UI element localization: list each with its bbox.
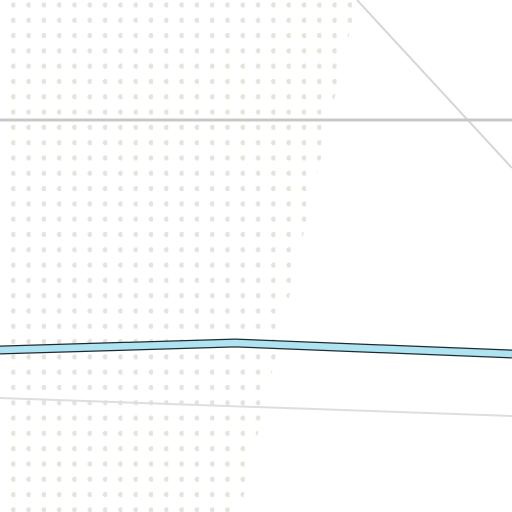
waterway <box>0 338 512 359</box>
lower-road <box>0 397 512 417</box>
diagonal-road <box>356 0 512 169</box>
dotted-land-use-area <box>0 0 357 512</box>
waterway-fill <box>0 339 512 358</box>
